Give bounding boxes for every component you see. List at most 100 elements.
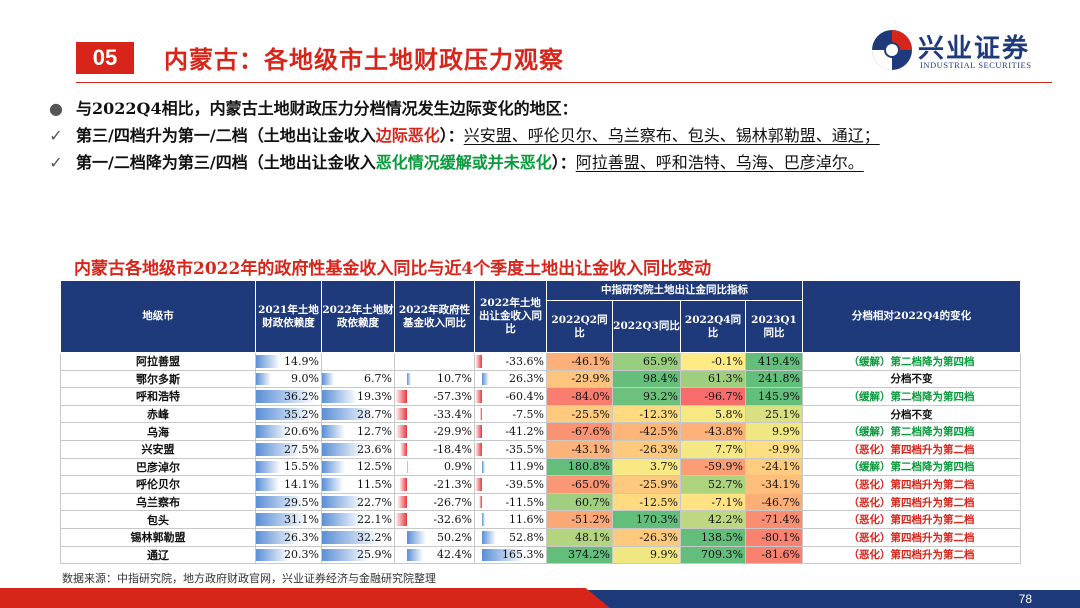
cell-value: -24.1% <box>761 460 800 474</box>
table-row: 呼和浩特 36.2% 19.3% -57.3% -60.4% -84.0% 93.2% -96… <box>60 387 1021 406</box>
cell-value: （恶化）第四档升为第二档 <box>848 549 975 562</box>
cell-value: 11.6% <box>509 513 544 527</box>
cell-q3: 52.7% <box>680 475 746 494</box>
data-bar <box>482 513 486 526</box>
footer-accent <box>0 588 610 608</box>
cell-value: 180.8% <box>568 460 610 474</box>
cell-value: -35.5% <box>505 442 544 456</box>
cell-change: （缓解）第二档降为第四档 <box>802 387 1021 406</box>
cell-value: 12.5% <box>357 460 392 474</box>
cell-q2: -12.5% <box>612 492 681 512</box>
cell-q4: -9.9% <box>745 439 803 459</box>
data-bar <box>406 372 411 386</box>
cell-value: -96.7% <box>704 389 743 403</box>
bullet-dot-icon: ● <box>49 99 63 118</box>
cell-city: 锡林郭勒盟 <box>60 527 256 547</box>
data-bar <box>395 513 407 526</box>
bullet-highlight: 恶化情况缓解或并未恶化 <box>375 153 552 172</box>
cell-value: 22.7% <box>357 495 392 509</box>
cell-q1: -29.9% <box>546 369 613 389</box>
cell-q2: 98.4% <box>612 369 681 389</box>
cell-value: 呼伦贝尔 <box>136 478 180 492</box>
swirl-logo-icon <box>872 30 912 70</box>
cell-q3: -7.1% <box>680 492 746 512</box>
cell-c2: 28.7% <box>321 404 395 424</box>
table-body: 阿拉善盟 14.9% -33.6% -46.1% 65.9% -0.1% 419.4% （缓解… <box>60 352 1021 565</box>
cell-c1: 14.9% <box>255 352 322 371</box>
cell-value: 374.2% <box>568 548 610 562</box>
cell-value: 19.3% <box>357 389 392 403</box>
header-land-income-yoy: 2022年土地出让金收入同比 <box>474 280 547 353</box>
cell-change: （缓解）第二档降为第四档 <box>802 457 1021 477</box>
cell-change: 分档不变 <box>802 369 1021 389</box>
bullet-regions: 阿拉善盟、呼和浩特、乌海、巴彦淖尔。 <box>575 153 864 172</box>
cell-q2: 170.3% <box>612 510 681 529</box>
cell-value: -25.5% <box>571 407 610 421</box>
cell-value: 165.3% <box>502 548 544 562</box>
cell-c2: 6.7% <box>321 369 395 389</box>
cell-city: 兴安盟 <box>60 439 256 459</box>
cell-value: 23.6% <box>357 442 392 456</box>
cell-value: （恶化）第四档升为第二档 <box>848 531 975 544</box>
bullet-item: ● 与2022Q4相比，内蒙古土地财政压力分档情况发生边际变化的地区： <box>36 98 1046 120</box>
cell-value: 赤峰 <box>147 408 169 422</box>
data-table: 地级市 2021年土地财政依赖度 2022年土地财政依赖度 2022年政府性基金… <box>60 280 1021 565</box>
cell-value: 26.3% <box>284 530 319 544</box>
table-row: 呼伦贝尔 14.1% 11.5% -21.3% -39.5% -65.0% -25.9% 52… <box>60 475 1021 494</box>
cell-q1: -25.5% <box>546 404 613 424</box>
cell-c2: 22.7% <box>321 492 395 512</box>
cell-c1: 27.5% <box>255 439 322 459</box>
cell-city: 乌海 <box>60 422 256 441</box>
table-row: 阿拉善盟 14.9% -33.6% -46.1% 65.9% -0.1% 419.4% （缓解… <box>60 352 1021 371</box>
cell-value: 12.7% <box>357 425 392 439</box>
cell-q1: 180.8% <box>546 457 613 477</box>
cell-c4: -11.5% <box>474 492 547 512</box>
cell-value: -11.5% <box>505 495 544 509</box>
cell-value: 分档不变 <box>890 408 933 421</box>
logo-name: 兴业证券 <box>918 34 1031 64</box>
cell-value: 乌兰察布 <box>136 496 180 510</box>
cell-value: （恶化）第四档升为第二档 <box>848 478 975 491</box>
table-row: 赤峰 35.2% 28.7% -33.4% -7.5% -25.5% -12.3% 5.8% 2… <box>60 404 1021 424</box>
cell-value: 170.3% <box>636 513 678 527</box>
cell-c3: -18.4% <box>394 439 475 459</box>
data-bar <box>322 442 365 456</box>
data-bar <box>256 355 281 368</box>
cell-c1: 9.0% <box>255 369 322 389</box>
cell-value: -7.5% <box>512 407 544 421</box>
data-bar <box>482 548 525 562</box>
table-row: 乌海 20.6% 12.7% -29.9% -41.2% -67.6% -42.5% -43.… <box>60 422 1021 441</box>
cell-q2: -25.9% <box>612 475 681 494</box>
cell-c2: 25.9% <box>321 545 395 565</box>
data-bar <box>322 530 380 544</box>
bullet-highlight: 边际恶化 <box>375 126 440 145</box>
cell-value: -7.1% <box>711 495 743 509</box>
cell-value: 阿拉善盟 <box>136 355 180 369</box>
cell-value: 11.5% <box>357 477 392 491</box>
cell-value: 145.9% <box>758 389 800 403</box>
checkmark-icon: ✓ <box>49 126 63 145</box>
data-bar <box>256 372 271 386</box>
cell-q3: 709.3% <box>680 545 746 565</box>
cell-value: （恶化）第四档升为第二档 <box>848 443 975 456</box>
cell-c4: -35.5% <box>474 439 547 459</box>
cell-q4: -24.1% <box>745 457 803 477</box>
data-bar <box>399 442 407 456</box>
cell-c3 <box>394 352 475 371</box>
page-number: 78 <box>1018 592 1032 606</box>
cell-value: 14.9% <box>284 354 319 368</box>
cell-value: 241.8% <box>758 372 800 386</box>
cell-q3: -0.1% <box>680 352 746 371</box>
cell-c1: 35.2% <box>255 404 322 424</box>
cell-q2: 3.7% <box>612 457 681 477</box>
cell-q1: -65.0% <box>546 475 613 494</box>
cell-q1: -67.6% <box>546 422 613 441</box>
data-bar <box>322 425 345 438</box>
cell-value: （恶化）第四档升为第二档 <box>848 496 975 509</box>
cell-value: 42.4% <box>437 548 472 562</box>
cell-q4: 25.1% <box>745 404 803 424</box>
cell-q4: -34.1% <box>745 475 803 494</box>
data-bar <box>256 407 314 421</box>
cell-q1: -43.1% <box>546 439 613 459</box>
cell-q3: 5.8% <box>680 404 746 424</box>
